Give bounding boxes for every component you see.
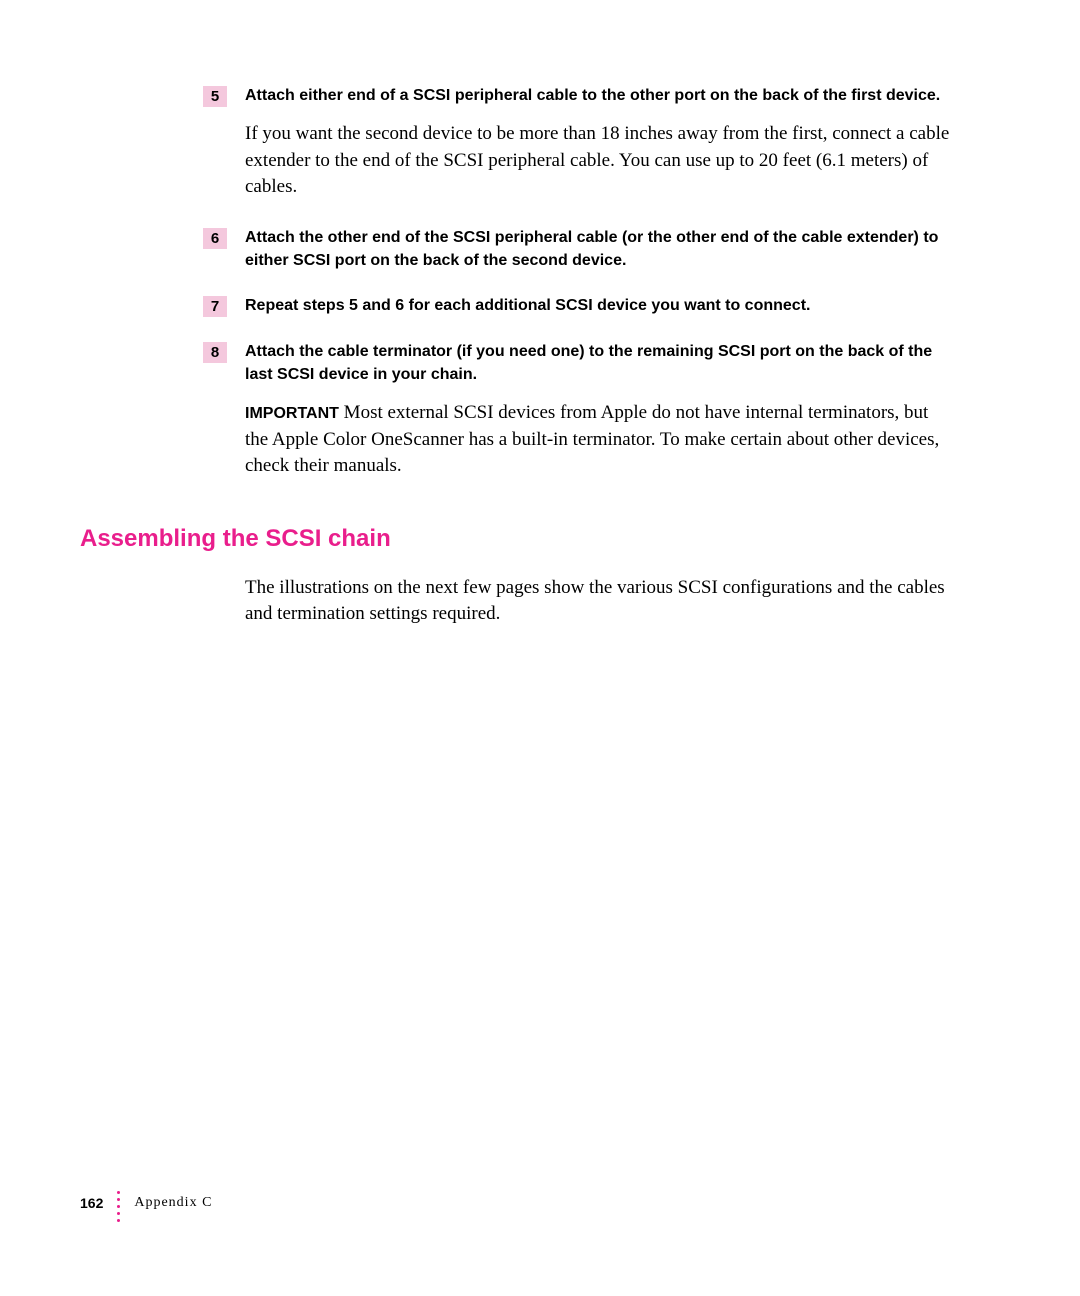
- dot-icon: [117, 1198, 120, 1201]
- page-number: 162: [80, 1195, 103, 1211]
- step-title: Repeat steps 5 and 6 for each additional…: [245, 294, 810, 317]
- step-title: Attach the cable terminator (if you need…: [245, 340, 953, 386]
- step-body: If you want the second device to be more…: [245, 121, 953, 201]
- dot-icon: [117, 1191, 120, 1194]
- important-text-body: Most external SCSI devices from Apple do…: [245, 402, 939, 476]
- step-number: 5: [211, 88, 219, 105]
- page-content: 5 Attach either end of a SCSI peripheral…: [0, 0, 1080, 628]
- dot-icon: [117, 1205, 120, 1208]
- step-number-box: 6: [203, 228, 227, 249]
- step-8: 8 Attach the cable terminator (if you ne…: [203, 340, 953, 386]
- step-number: 8: [211, 344, 219, 361]
- step-number-box: 5: [203, 86, 227, 107]
- page-footer: 162 Appendix C: [80, 1185, 212, 1220]
- important-label: IMPORTANT: [245, 405, 339, 422]
- step-title: Attach either end of a SCSI peripheral c…: [245, 84, 940, 107]
- footer-appendix: Appendix C: [134, 1195, 212, 1211]
- step-number-box: 7: [203, 296, 227, 317]
- step-number-box: 8: [203, 342, 227, 363]
- step-7: 7 Repeat steps 5 and 6 for each addition…: [203, 294, 953, 317]
- step-number: 7: [211, 298, 219, 315]
- important-note: IMPORTANT Most external SCSI devices fro…: [245, 400, 953, 480]
- section-heading: Assembling the SCSI chain: [80, 525, 953, 553]
- step-number: 6: [211, 230, 219, 247]
- footer-dots: [117, 1191, 120, 1226]
- dot-icon: [117, 1219, 120, 1222]
- step-6: 6 Attach the other end of the SCSI perip…: [203, 226, 953, 272]
- step-5: 5 Attach either end of a SCSI peripheral…: [203, 84, 953, 107]
- dot-icon: [117, 1212, 120, 1215]
- section-body: The illustrations on the next few pages …: [245, 575, 953, 628]
- step-title: Attach the other end of the SCSI periphe…: [245, 226, 953, 272]
